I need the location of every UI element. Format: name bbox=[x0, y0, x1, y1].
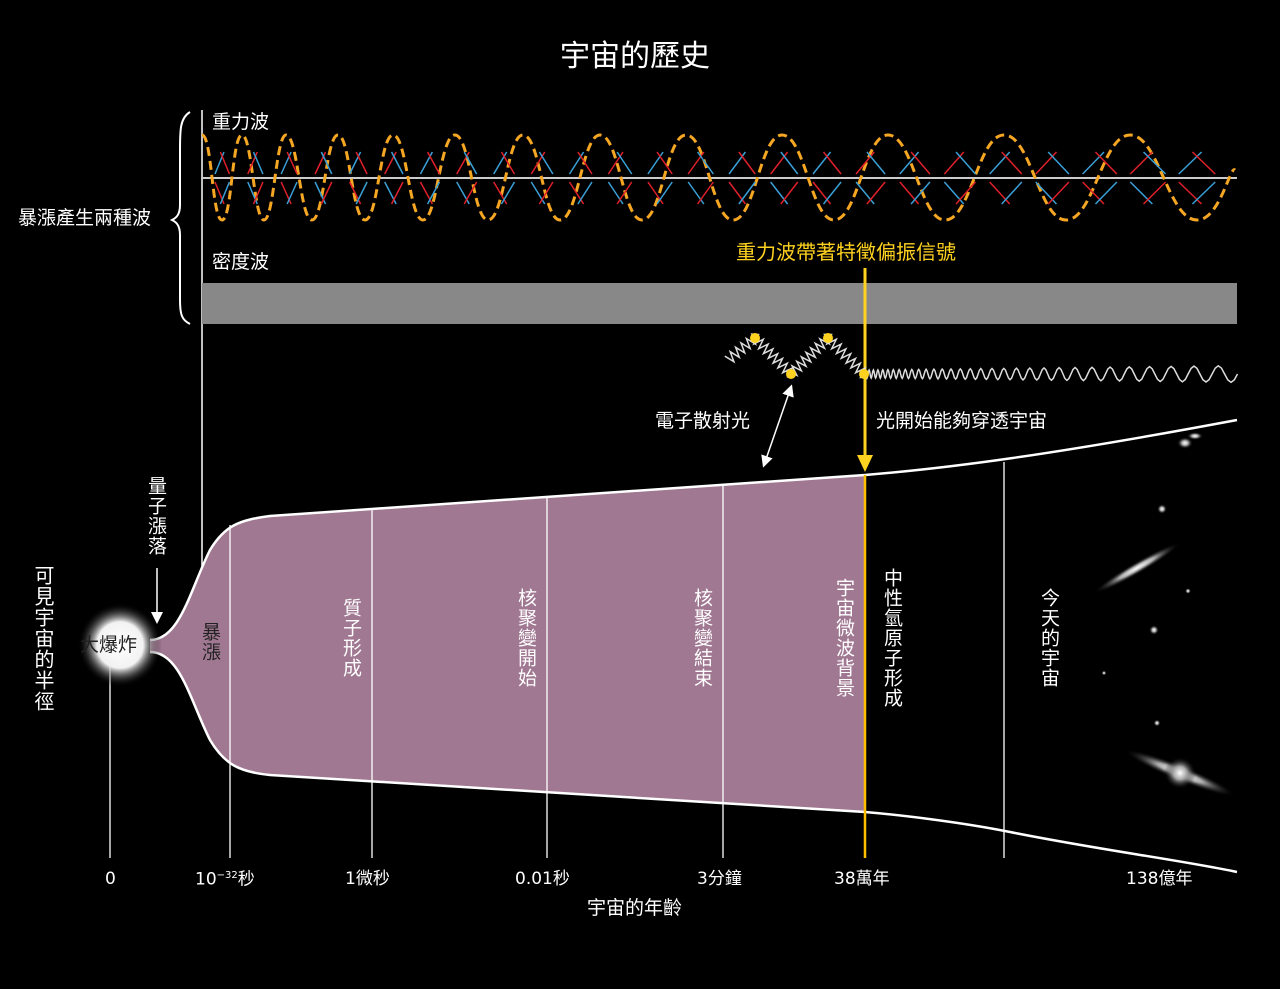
epoch-today: 今天的宇宙 bbox=[1038, 588, 1060, 688]
photon-scatter-path bbox=[724, 333, 1239, 384]
quantum-fluctuation-label: 量子漲落 bbox=[145, 476, 167, 556]
tick-3-minutes: 3分鐘 bbox=[697, 869, 742, 889]
tick-1-microsecond: 1微秒 bbox=[345, 869, 390, 889]
epoch-neutral-hydrogen: 中性氫原子形成 bbox=[881, 568, 903, 708]
tick-0: 0 bbox=[105, 869, 116, 889]
tick-1e-32s: 10−32秒 bbox=[195, 869, 255, 890]
scatter-double-arrow bbox=[761, 384, 794, 468]
big-bang-glow bbox=[78, 603, 162, 687]
polarization-arrows bbox=[214, 151, 1216, 205]
tick-13.8b-years: 138億年 bbox=[1126, 869, 1193, 889]
page-title: 宇宙的歷史 bbox=[560, 39, 710, 74]
axis-xlabel: 宇宙的年齡 bbox=[587, 897, 683, 919]
universe-expansion-shape bbox=[150, 475, 865, 812]
epoch-cmb: 宇宙微波背景 bbox=[833, 578, 855, 698]
big-bang-label: 大爆炸 bbox=[80, 634, 138, 656]
electron-scatter-label: 電子散射光 bbox=[655, 410, 751, 432]
brace bbox=[169, 111, 191, 325]
polarization-signal-label: 重力波帶著特徵偏振信號 bbox=[736, 240, 956, 264]
inflation-two-waves-label: 暴漲產生兩種波 bbox=[18, 207, 152, 229]
tick-380k-years: 38萬年 bbox=[834, 869, 890, 889]
epoch-fusion-start: 核聚變開始 bbox=[515, 588, 537, 688]
yellow-arrow-head bbox=[857, 455, 873, 472]
tick-0.01s: 0.01秒 bbox=[515, 869, 570, 889]
galaxies bbox=[1093, 432, 1236, 797]
gravity-wave-curve bbox=[200, 133, 1237, 222]
density-wave-label: 密度波 bbox=[212, 251, 270, 273]
epoch-proton-formation: 質子形成 bbox=[340, 598, 362, 678]
epoch-fusion-end: 核聚變結束 bbox=[691, 588, 713, 688]
gravity-wave-label: 重力波 bbox=[212, 111, 270, 133]
density-wave-bar bbox=[202, 283, 1237, 324]
visible-radius-label: 可見宇宙的半徑 bbox=[31, 565, 55, 712]
light-through-label: 光開始能夠穿透宇宙 bbox=[876, 410, 1048, 432]
epoch-inflation: 暴漲 bbox=[199, 622, 221, 662]
